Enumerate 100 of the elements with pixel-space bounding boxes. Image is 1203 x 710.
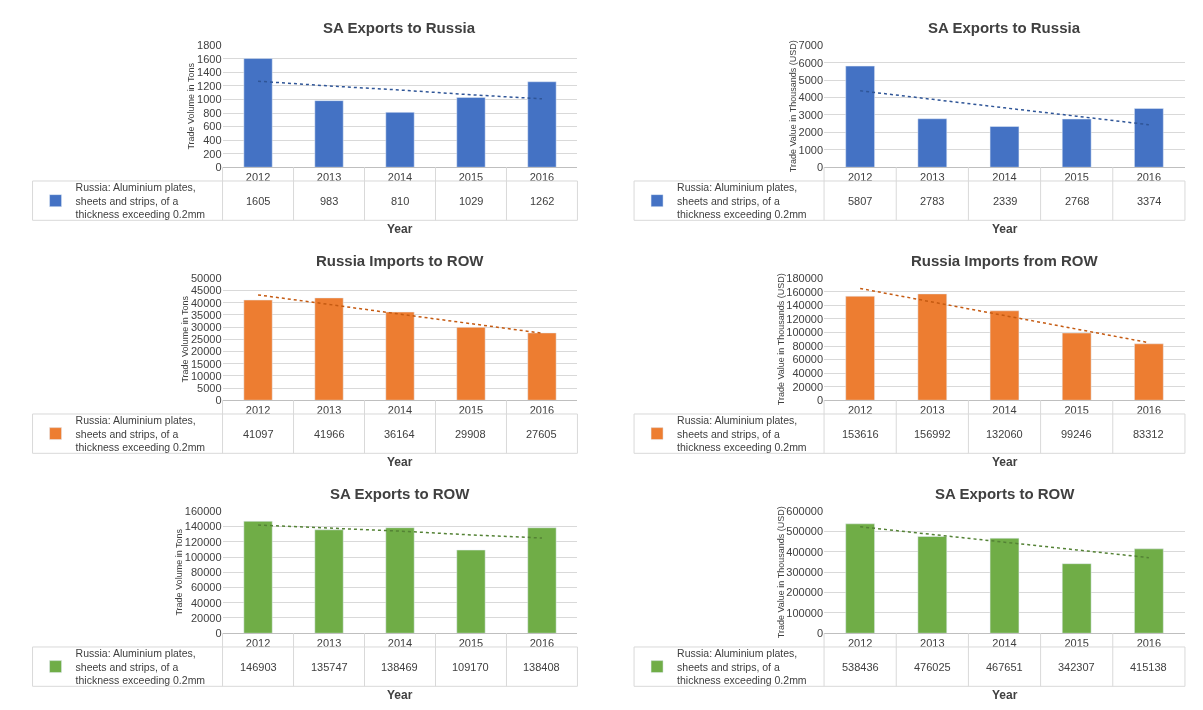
- data-label: 467651: [986, 661, 1023, 673]
- chart-title: SA Exports to Russia: [928, 19, 1081, 36]
- y-tick-label: 10000: [190, 369, 222, 382]
- y-tick-label: 200: [203, 147, 222, 160]
- x-tick-label: 2016: [1136, 637, 1162, 650]
- y-tick-label: 80000: [792, 339, 824, 352]
- y-tick-label: 7000: [798, 39, 824, 52]
- bar: [314, 297, 344, 401]
- x-tick-label: 2012: [847, 171, 873, 184]
- data-label: 538436: [842, 661, 879, 673]
- data-label: 2783: [920, 195, 945, 207]
- bar: [989, 126, 1020, 168]
- y-tick-label: 0: [215, 161, 222, 174]
- line-series: [859, 90, 1150, 126]
- bar: [845, 523, 875, 634]
- chart-title: Russia Imports from ROW: [911, 252, 1099, 269]
- y-tick-label: 20000: [190, 611, 222, 624]
- x-tick-label: 2013: [920, 404, 945, 417]
- y-tick-label: 20000: [190, 345, 222, 358]
- data-label: 3374: [1137, 195, 1162, 207]
- x-tick-label: 2012: [847, 637, 873, 650]
- data-label: 135747: [311, 661, 348, 673]
- y-tick-label: 5000: [798, 74, 824, 86]
- data-label: 41966: [314, 428, 345, 440]
- bar: [917, 118, 948, 168]
- legend-label: Russia: Aluminium plates, sheets and strips, of a thickness exceeding 0.2mm: [75, 647, 206, 687]
- y-tick-label: 140000: [786, 299, 824, 312]
- chart-title: Russia Imports to ROW: [316, 252, 485, 269]
- bar: [917, 293, 948, 401]
- chart-title: SA Exports to ROW: [330, 485, 471, 502]
- x-tick-label: 2014: [387, 637, 413, 650]
- y-tick-label: 120000: [184, 535, 222, 548]
- chart-title: SA Exports to Russia: [323, 19, 476, 36]
- legend-label: Russia: Aluminium plates, sheets and strips, of a thickness exceeding 0.2mm: [677, 414, 807, 454]
- x-tick-label: 2016: [529, 171, 555, 184]
- y-tick-label: 600000: [786, 505, 824, 518]
- x-tick-label: 2014: [992, 404, 1017, 417]
- x-tick-label: 2012: [245, 637, 271, 650]
- data-label: 41097: [243, 428, 274, 440]
- bar: [243, 521, 273, 634]
- legend-label: Russia: Aluminium plates, sheets and strips, of a thickness exceeding 0.2mm: [75, 181, 206, 221]
- y-tick-label: 0: [816, 627, 824, 640]
- x-tick-label: 2014: [387, 404, 413, 417]
- data-label: 146903: [240, 661, 277, 673]
- x-tick-label: 2014: [992, 637, 1017, 650]
- y-tick-label: 120000: [786, 312, 824, 325]
- bar: [1134, 108, 1164, 168]
- data-label: 2768: [1065, 195, 1090, 207]
- y-tick-label: 35000: [190, 308, 222, 321]
- data-label: 99246: [1061, 428, 1092, 440]
- y-tick-label: 180000: [786, 272, 824, 285]
- y-tick-label: 0: [816, 161, 824, 174]
- y-tick-label: 100000: [786, 326, 824, 339]
- y-tick-label: 1400: [197, 66, 222, 79]
- x-tick-label: 2012: [245, 404, 271, 417]
- x-tick-label: 2015: [458, 171, 484, 184]
- x-tick-label: 2015: [1064, 637, 1089, 650]
- x-tick-label: 2013: [316, 404, 342, 417]
- x-tick-label: 2016: [529, 404, 555, 417]
- bar: [845, 65, 875, 168]
- y-tick-label: 400000: [786, 545, 824, 558]
- bar: [527, 527, 557, 634]
- bar: [917, 536, 948, 634]
- data-label: 83312: [1133, 428, 1164, 440]
- y-tick-label: 400: [203, 133, 222, 146]
- data-label: 156992: [914, 428, 951, 440]
- y-tick-label: 40000: [190, 296, 222, 309]
- x-tick-label: 2013: [316, 171, 342, 184]
- data-label: 810: [391, 195, 410, 207]
- bar: [1061, 118, 1092, 168]
- x-tick-label: 2015: [458, 404, 484, 417]
- y-tick-label: 1000: [798, 143, 824, 156]
- y-tick-label: 45000: [190, 284, 222, 297]
- bar: [314, 529, 344, 634]
- x-tick-label: 2013: [920, 637, 945, 650]
- bar: [1134, 343, 1164, 401]
- data-label: 983: [320, 195, 339, 207]
- bar: [1061, 563, 1092, 634]
- y-tick-label: 1800: [197, 39, 222, 52]
- y-tick-label: 300000: [786, 566, 824, 579]
- line-series: [257, 524, 543, 539]
- y-tick-label: 40000: [792, 366, 824, 379]
- y-tick-label: 0: [816, 394, 824, 407]
- data-label: 1605: [246, 195, 271, 207]
- bar: [243, 58, 273, 168]
- bar: [845, 295, 875, 401]
- y-axis-title: Trade Value in Thousands (USD): [787, 40, 798, 173]
- x-axis-title: Year: [387, 222, 413, 236]
- data-label: 109170: [452, 661, 489, 673]
- x-tick-label: 2015: [458, 637, 484, 650]
- x-axis-title: Year: [992, 688, 1018, 702]
- y-tick-label: 4000: [798, 91, 824, 104]
- y-axis-title: Trade Volume in Tons: [186, 62, 197, 150]
- x-axis-title: Year: [992, 222, 1018, 236]
- y-tick-label: 3000: [798, 108, 824, 121]
- bar: [989, 310, 1020, 401]
- y-tick-label: 1000: [197, 93, 222, 106]
- x-axis-title: Year: [387, 455, 413, 469]
- bar: [989, 537, 1020, 634]
- data-label: 27605: [526, 428, 557, 440]
